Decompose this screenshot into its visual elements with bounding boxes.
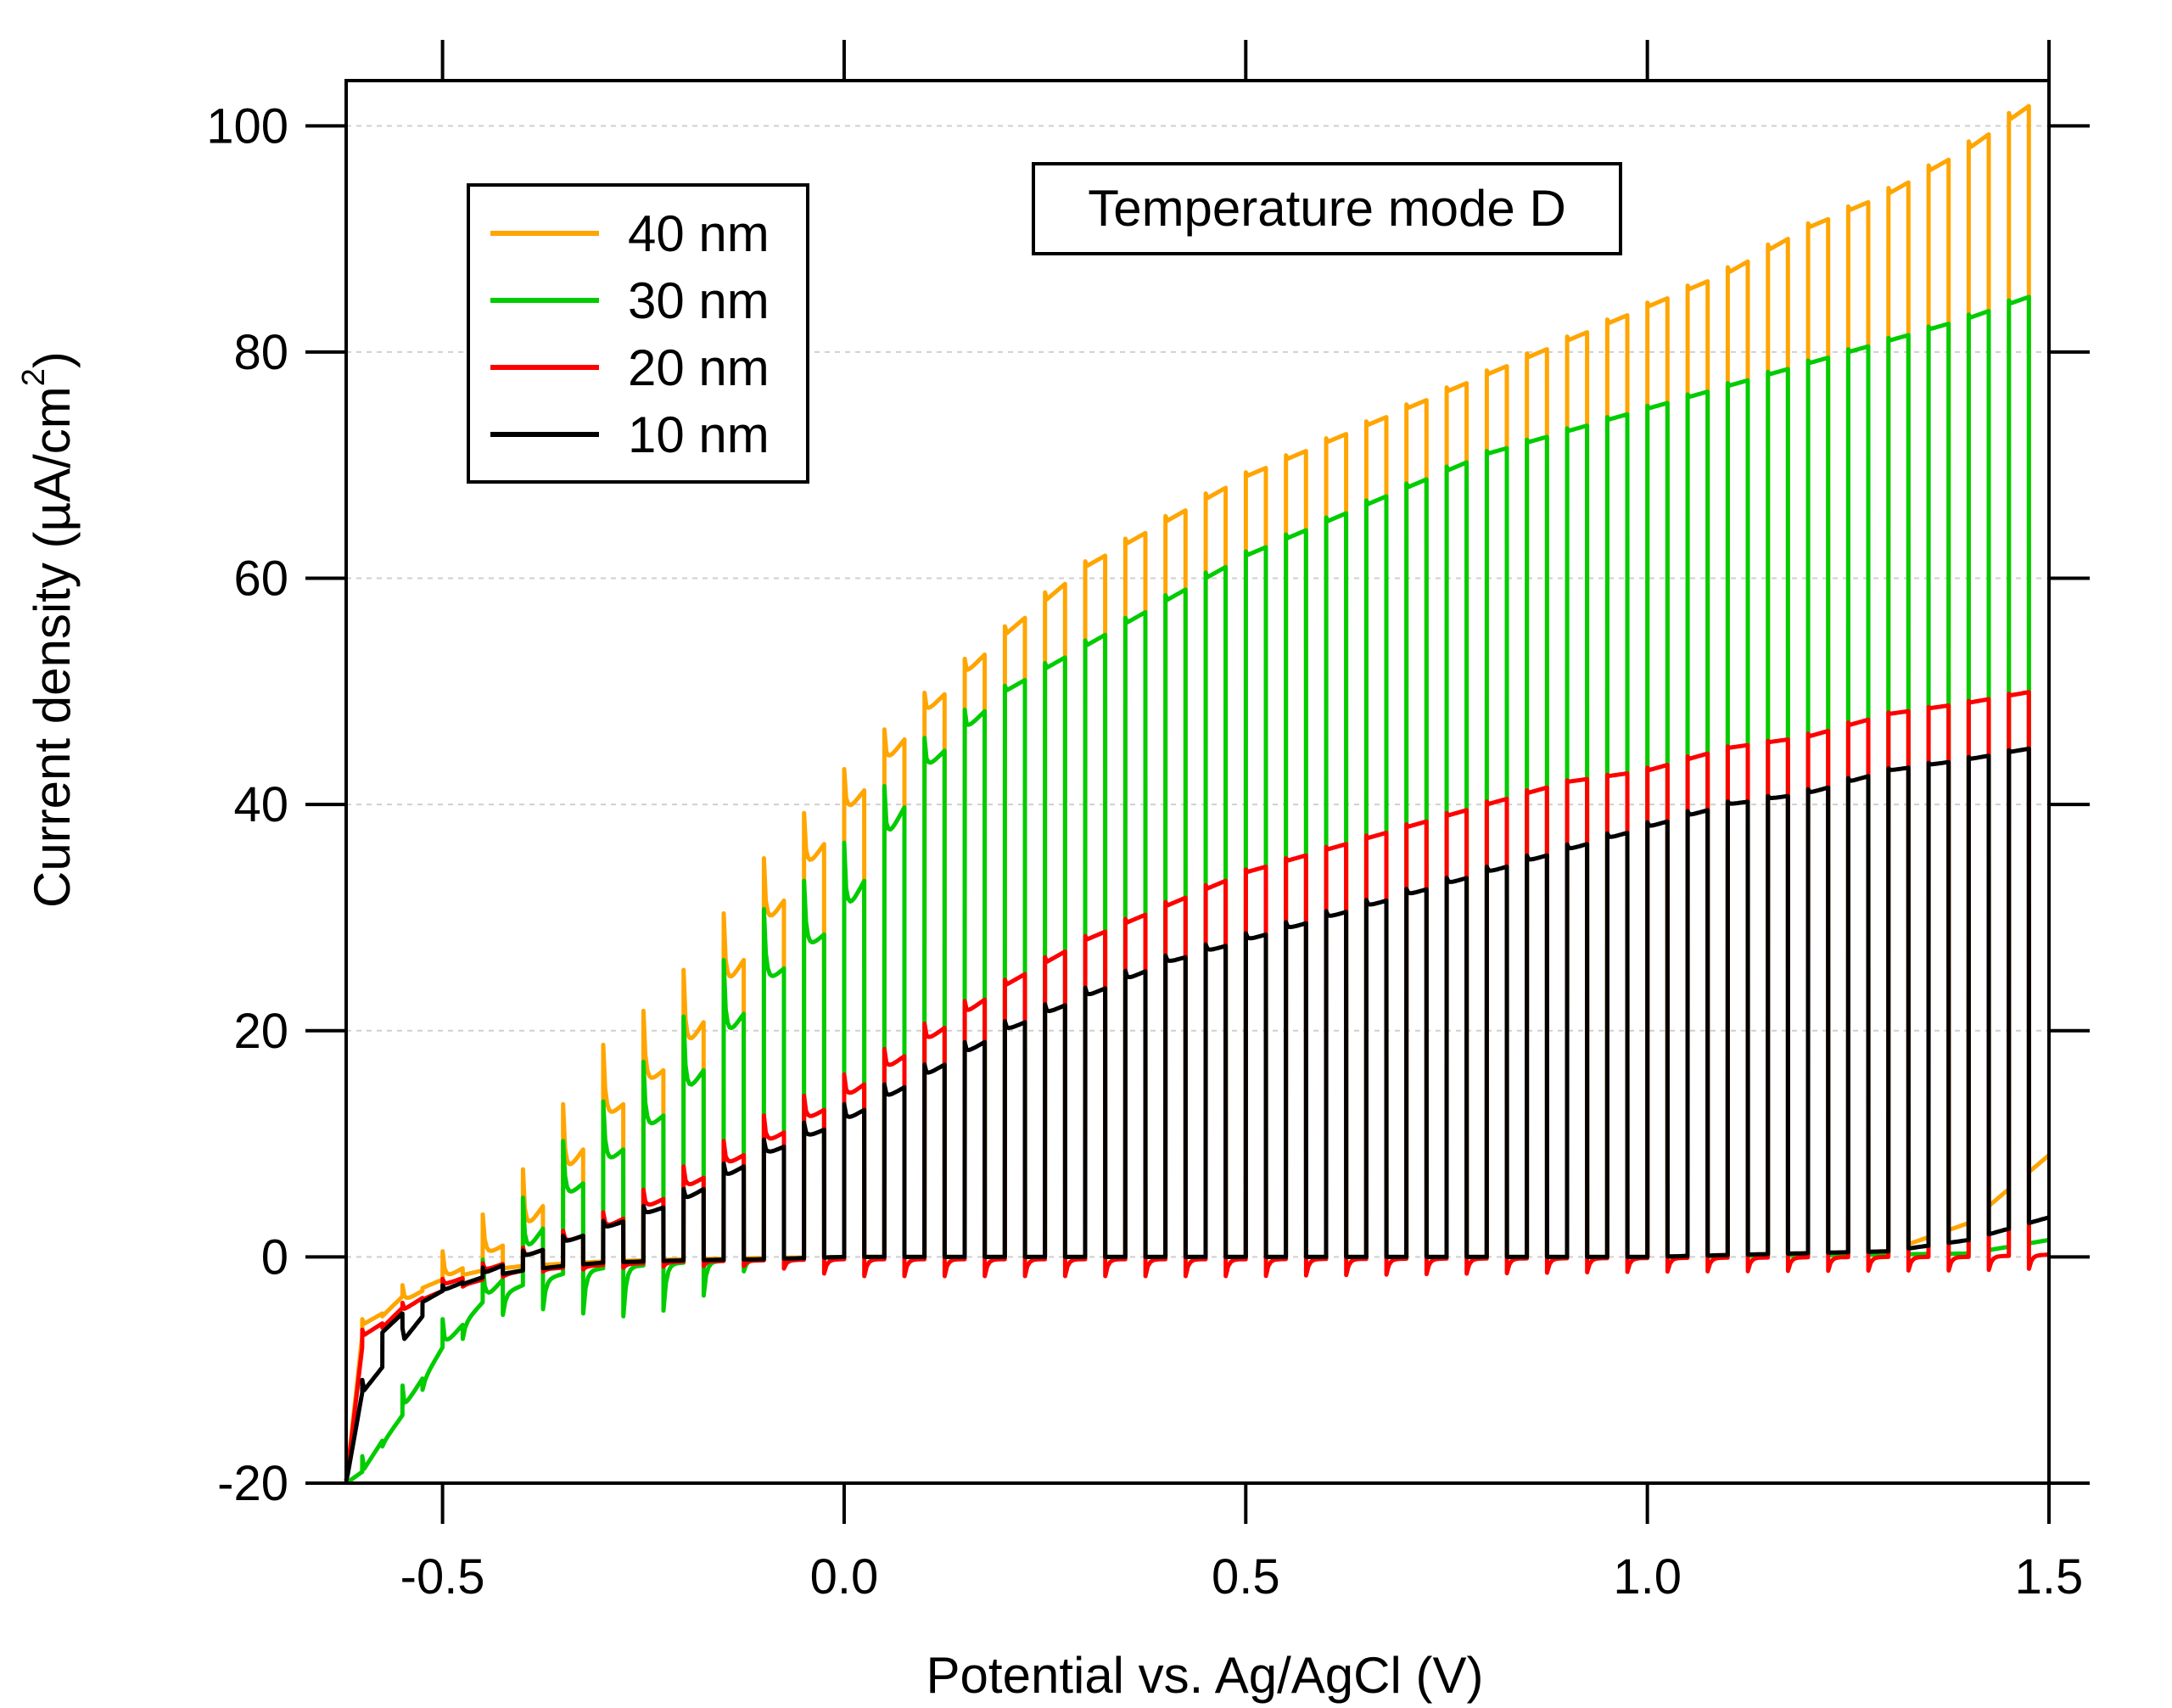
y-axis-label-superscript: 2 xyxy=(16,368,52,386)
y-tick-label: 80 xyxy=(233,325,288,380)
y-tick-label: 100 xyxy=(206,98,288,154)
x-tick-label: 1.0 xyxy=(1613,1549,1682,1604)
legend: 40 nm 30 nm 20 nm 10 nm xyxy=(467,183,809,484)
y-axis-label: Current density (µA/cm2) xyxy=(16,351,81,908)
legend-label: 40 nm xyxy=(628,205,770,262)
x-tick-label: 0.0 xyxy=(810,1549,879,1604)
legend-label: 10 nm xyxy=(628,406,770,463)
x-tick-label: 1.5 xyxy=(2015,1549,2084,1604)
plot-frame xyxy=(344,79,2051,1485)
y-tick-label: -20 xyxy=(217,1456,288,1511)
annotation-box: Temperature mode D xyxy=(1032,162,1622,255)
y-tick-label: 0 xyxy=(261,1229,288,1285)
legend-label: 30 nm xyxy=(628,272,770,329)
y-tick-label: 60 xyxy=(233,552,288,607)
y-tick-label: 40 xyxy=(233,777,288,832)
axis-tick-labels: -0.5 0.0 0.5 1.0 1.5 -20 0 20 40 60 80 100 xyxy=(206,98,2083,1604)
annotation-frame xyxy=(1032,162,1622,255)
y-axis-label-group: Current density (µA/cm2) xyxy=(16,351,81,908)
y-tick-label: 20 xyxy=(233,1004,288,1059)
series-layer xyxy=(344,104,2051,1483)
x-tick-label: -0.5 xyxy=(400,1549,485,1604)
y-axis-label-main: Current density (µA/cm xyxy=(24,386,81,908)
series-line-10-nm xyxy=(344,746,2050,1481)
annotation-text: Temperature mode D xyxy=(1088,180,1566,237)
x-axis-label: Potential vs. Ag/AgCl (V) xyxy=(926,1647,1484,1704)
y-axis-label-close: ) xyxy=(24,351,81,368)
legend-label: 20 nm xyxy=(628,339,770,396)
x-tick-label: 0.5 xyxy=(1212,1549,1280,1604)
axis-ticks xyxy=(305,40,2090,1524)
